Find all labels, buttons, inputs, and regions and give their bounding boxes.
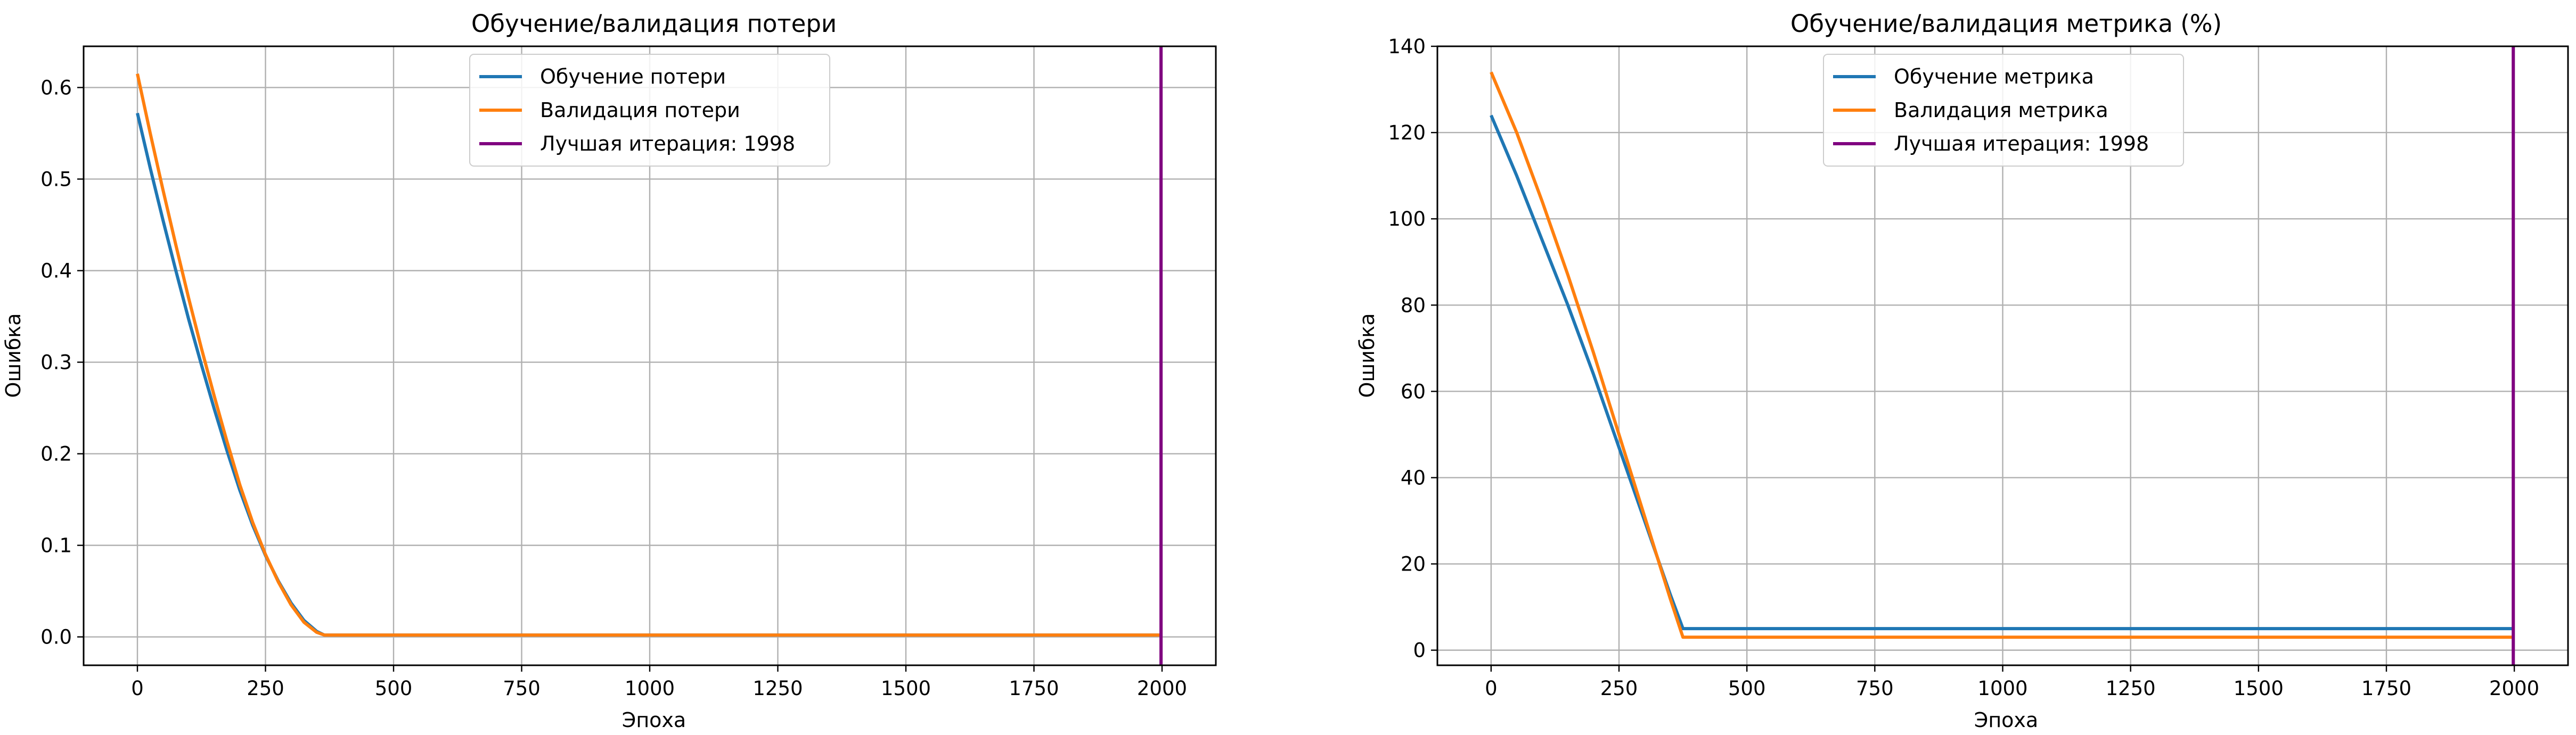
loss-x-tick-label: 0	[131, 677, 144, 700]
loss-x-tick-label: 1000	[625, 677, 675, 700]
metric-y-tick-label: 0	[1413, 639, 1426, 662]
loss-y-tick-label: 0.0	[40, 626, 72, 649]
loss-y-tick-label: 0.5	[40, 168, 72, 191]
metric-y-tick-label: 100	[1388, 208, 1426, 230]
metric-legend-best-label: Лучшая итерация: 1998	[1894, 132, 2149, 155]
metric-y-ticks: 0 20 40 60 80 100 120 140	[1388, 35, 1437, 662]
metric-x-tick-label: 2000	[2489, 677, 2539, 700]
metric-series-val-line	[1490, 71, 2515, 639]
loss-y-ticks: 0.0 0.1 0.2 0.3 0.4 0.5 0.6	[40, 76, 84, 649]
metric-x-tick-label: 0	[1485, 677, 1498, 700]
loss-y-tick-label: 0.6	[40, 76, 72, 99]
loss-chart: 0 250 500 750 1000 1250 1500 1750 2000 0.0 0.1 0.2…	[2, 10, 1217, 732]
metric-y-tick-label: 40	[1401, 466, 1426, 489]
loss-series-val-line	[136, 73, 1162, 637]
loss-x-tick-label: 250	[247, 677, 284, 700]
metric-y-tick-label: 20	[1401, 553, 1426, 576]
loss-chart-title: Обучение/валидация потери	[471, 10, 837, 38]
metric-x-axis-label: Эпоха	[1974, 708, 2038, 732]
metric-x-tick-label: 750	[1856, 677, 1894, 700]
metric-y-axis-label: Ошибка	[1355, 313, 1379, 398]
metric-plot-area	[1490, 46, 2515, 665]
metric-x-tick-label: 1000	[1977, 677, 2027, 700]
loss-y-tick-label: 0.3	[40, 351, 72, 374]
metric-x-tick-label: 1750	[2361, 677, 2411, 700]
metric-legend-box	[1823, 54, 2184, 167]
loss-x-ticks: 0 250 500 750 1000 1250 1500 1750 2000	[131, 665, 1187, 700]
metric-x-ticks: 0 250 500 750 1000 1250 1500 1750 2000	[1485, 665, 2539, 700]
metric-chart: 0 250 500 750 1000 1250 1500 1750 2000 0 20 40 60 80…	[1355, 10, 2569, 732]
metric-legend-train-label: Обучение метрика	[1894, 65, 2094, 88]
loss-legend-box	[469, 54, 830, 167]
loss-y-axis-label: Ошибка	[2, 313, 25, 398]
loss-x-tick-label: 1500	[881, 677, 931, 700]
loss-x-axis-label: Эпоха	[622, 708, 686, 732]
metric-y-tick-label: 60	[1401, 380, 1426, 403]
metric-legend-val-label: Валидация метрика	[1894, 98, 2108, 122]
loss-x-tick-label: 750	[503, 677, 541, 700]
loss-legend-train-label: Обучение потери	[540, 65, 726, 88]
loss-y-tick-label: 0.1	[40, 534, 72, 557]
metric-chart-title: Обучение/валидация метрика (%)	[1790, 10, 2222, 38]
metric-y-tick-label: 80	[1401, 294, 1426, 317]
metric-x-tick-label: 500	[1728, 677, 1766, 700]
metric-x-tick-label: 1500	[2234, 677, 2284, 700]
metric-x-tick-label: 1250	[2106, 677, 2156, 700]
loss-x-tick-label: 1250	[753, 677, 803, 700]
loss-legend-best-label: Лучшая итерация: 1998	[540, 132, 795, 155]
metric-y-tick-label: 140	[1388, 35, 1426, 58]
loss-x-tick-label: 500	[375, 677, 413, 700]
loss-y-tick-label: 0.2	[40, 443, 72, 466]
metric-legend: Обучение метрика Валидация метрика Лучша…	[1823, 54, 2184, 167]
metric-x-tick-label: 250	[1600, 677, 1638, 700]
loss-x-tick-label: 1750	[1009, 677, 1059, 700]
metric-y-tick-label: 120	[1388, 121, 1426, 144]
metric-series-train-line	[1490, 114, 2515, 631]
loss-plot-area	[136, 46, 1163, 665]
loss-x-tick-label: 2000	[1137, 677, 1187, 700]
loss-legend-val-label: Валидация потери	[540, 98, 740, 122]
loss-y-tick-label: 0.4	[40, 260, 72, 283]
loss-legend: Обучение потери Валидация потери Лучшая …	[469, 54, 830, 167]
